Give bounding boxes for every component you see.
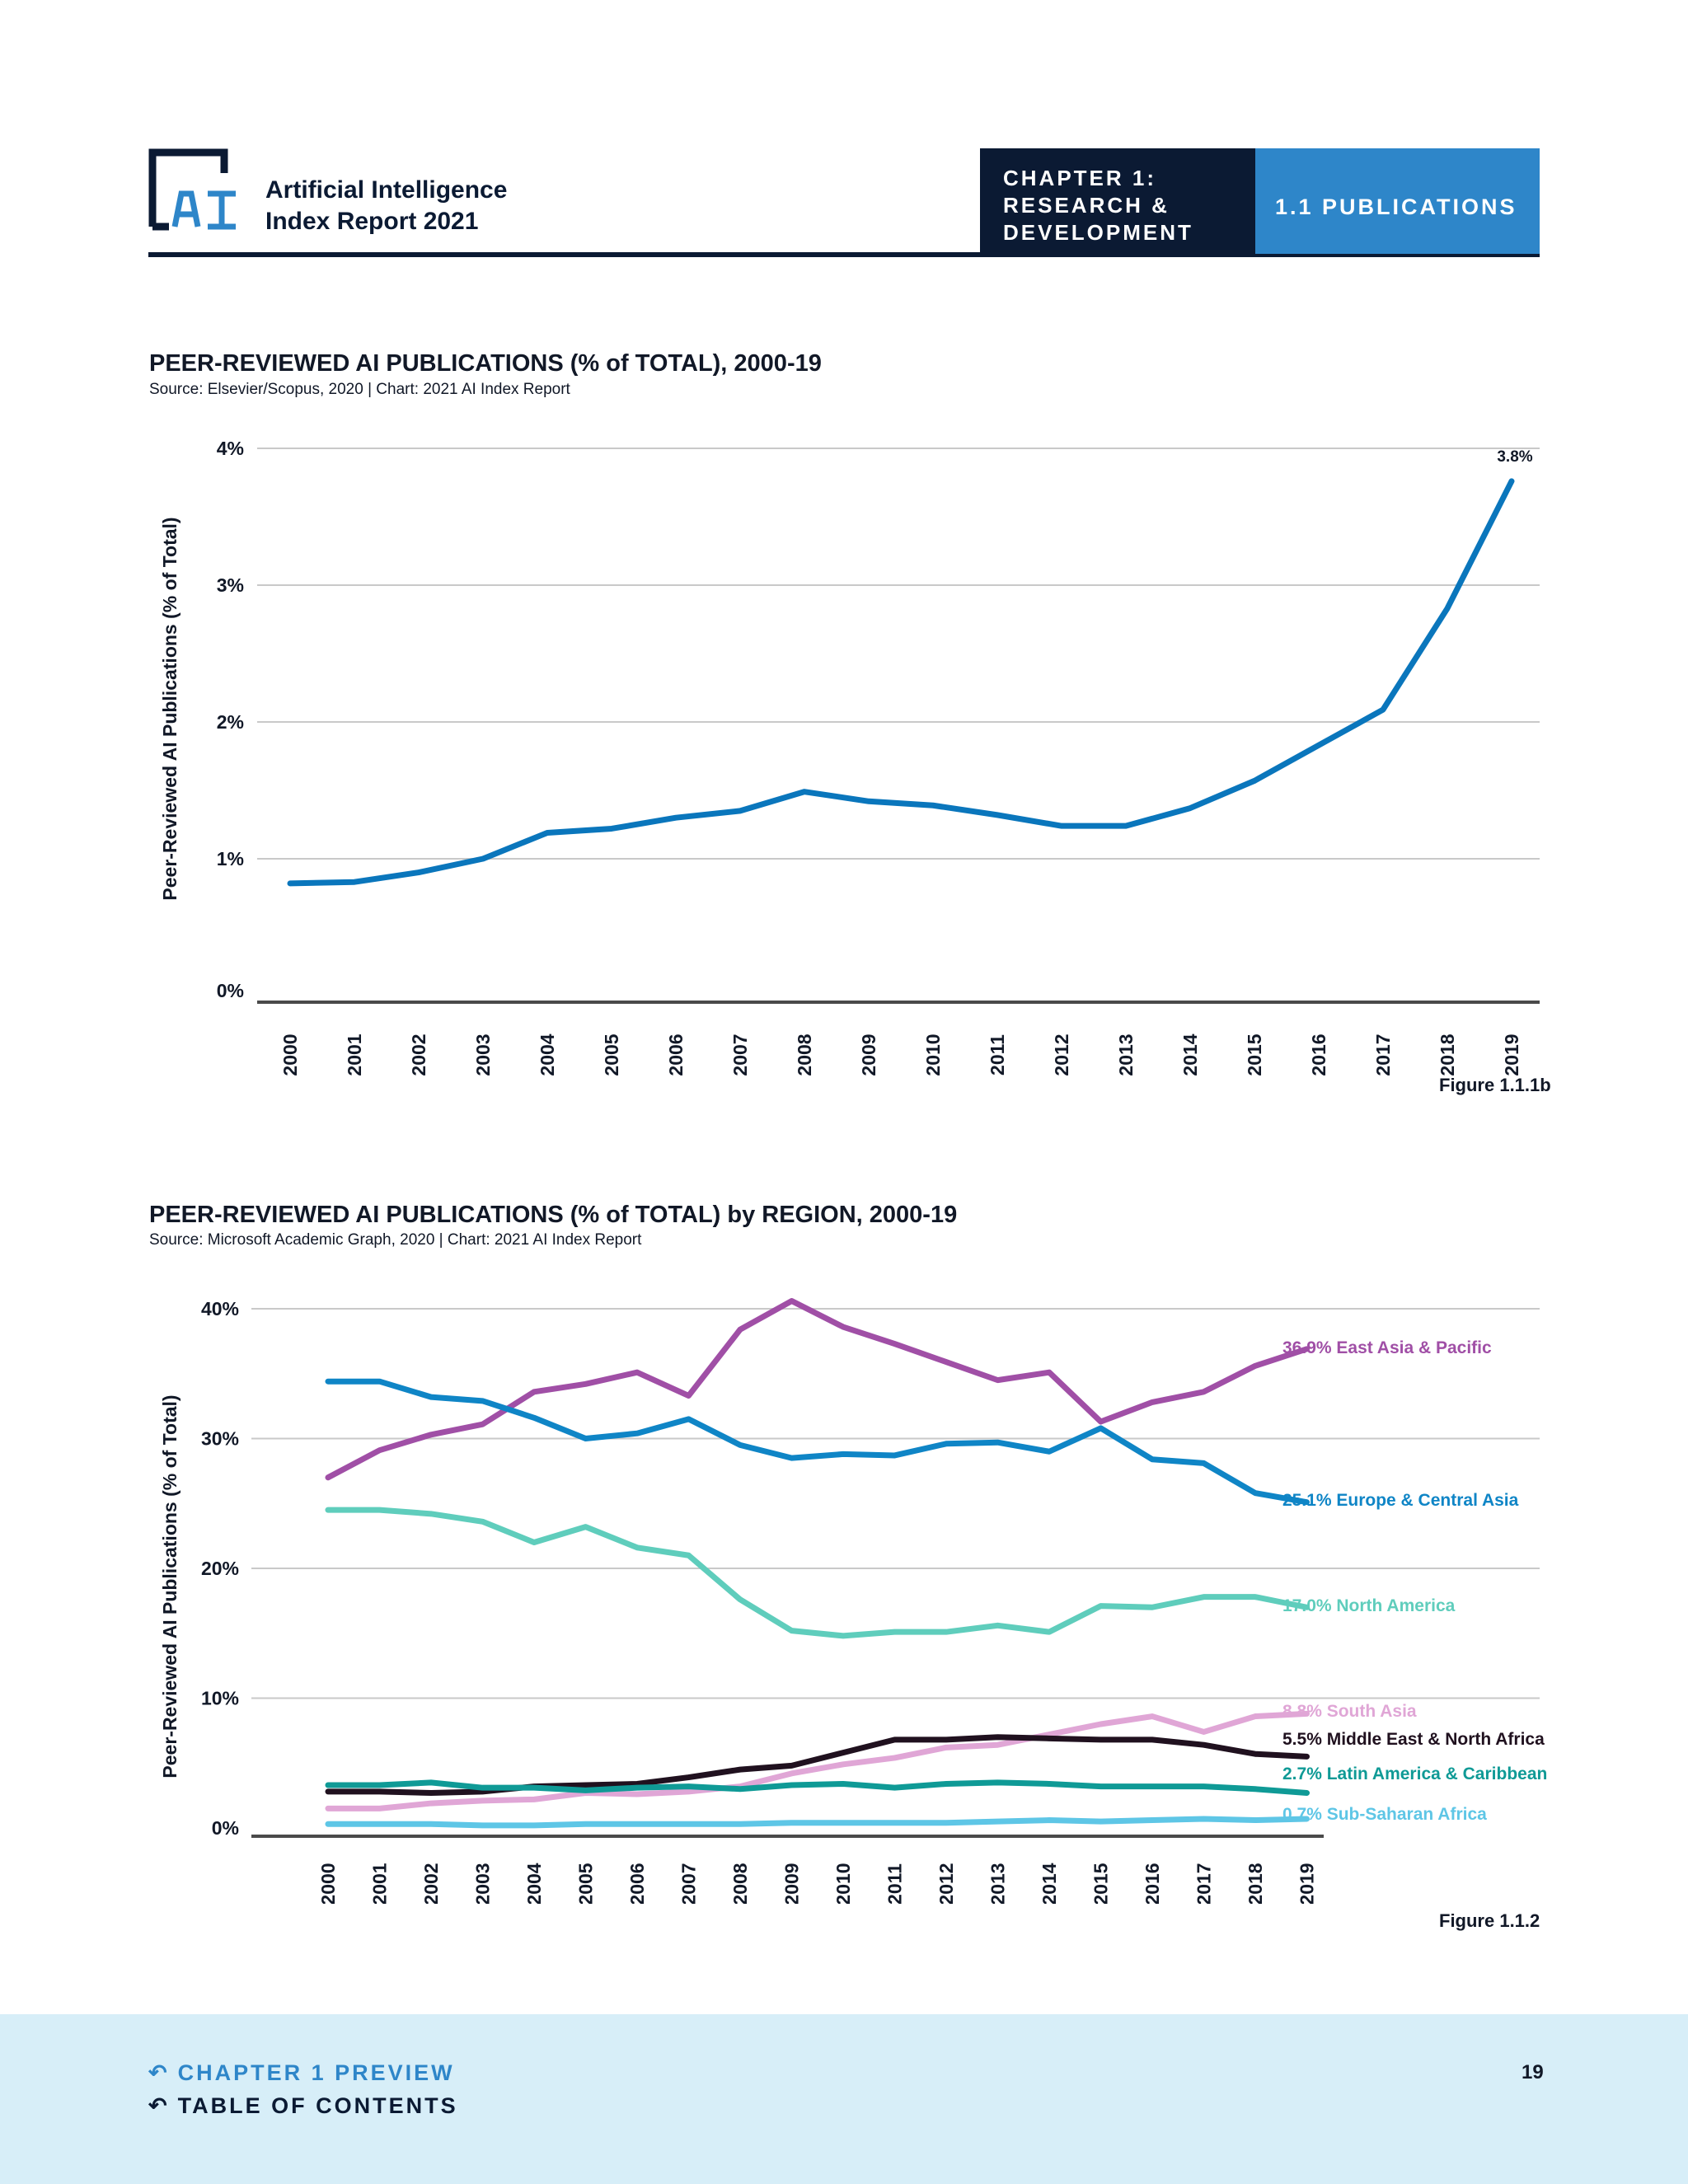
series-line <box>287 478 1515 887</box>
x-tick-label: 2019 <box>1296 1863 1318 1904</box>
y-tick-label: 30% <box>201 1428 239 1450</box>
footer: ↶ CHAPTER 1 PREVIEW ↶ TABLE OF CONTENTS 19 <box>0 2014 1688 2184</box>
chapter-line1: CHAPTER 1: <box>1003 166 1157 190</box>
series-end-label: 17.0% North America <box>1282 1596 1456 1615</box>
x-tick-label: 2017 <box>1193 1863 1215 1904</box>
x-tick-label: 2005 <box>575 1863 597 1904</box>
x-tick-label: 2013 <box>987 1863 1009 1904</box>
series-line <box>325 1816 1310 1829</box>
chart1-source: Source: Elsevier/Scopus, 2020 | Chart: 2… <box>149 381 570 398</box>
series-end-label: 0.7% Sub-Saharan Africa <box>1282 1805 1487 1824</box>
series-line <box>325 1779 1310 1796</box>
x-tick-label: 2010 <box>922 1033 944 1076</box>
x-tick-label: 2007 <box>729 1033 751 1076</box>
x-tick-label: 2003 <box>472 1863 494 1904</box>
series-end-label: 36.9% East Asia & Pacific <box>1282 1338 1492 1357</box>
series-end-label: 25.1% Europe & Central Asia <box>1282 1491 1519 1510</box>
y-axis-label: Peer-Reviewed AI Publications (% of Tota… <box>159 1394 181 1778</box>
y-tick-label: 4% <box>217 438 244 459</box>
x-tick-label: 2008 <box>794 1033 815 1076</box>
chart2-title: PEER-REVIEWED AI PUBLICATIONS (% of TOTA… <box>149 1202 958 1228</box>
header-rule <box>148 252 1540 257</box>
x-tick-label: 2011 <box>884 1863 906 1904</box>
x-tick-label: 2015 <box>1244 1033 1265 1076</box>
x-tick-label: 2000 <box>317 1863 339 1904</box>
x-tick-label: 2014 <box>1039 1863 1060 1904</box>
x-tick-label: 2012 <box>1051 1033 1072 1076</box>
y-tick-label: 40% <box>201 1298 239 1319</box>
chapter-line3: DEVELOPMENT <box>1003 220 1193 245</box>
chart1-title: PEER-REVIEWED AI PUBLICATIONS (% of TOTA… <box>149 350 822 377</box>
return-arrow-icon: ↶ <box>148 2060 170 2085</box>
y-tick-label: 0% <box>217 980 244 1001</box>
table-of-contents-link[interactable]: ↶ TABLE OF CONTENTS <box>148 2093 458 2119</box>
end-value-label: 3.8% <box>1497 448 1532 466</box>
x-tick-label: 2001 <box>369 1863 391 1904</box>
chart2-source: Source: Microsoft Academic Graph, 2020 |… <box>149 1231 642 1249</box>
report-title: Artificial Intelligence Index Report 202… <box>265 175 507 237</box>
x-tick-label: 2011 <box>987 1034 1008 1076</box>
chart2-figure-label: Figure 1.1.2 <box>1439 1910 1540 1931</box>
series-line <box>325 1734 1310 1796</box>
table-of-contents-label: TABLE OF CONTENTS <box>177 2093 458 2118</box>
y-tick-label: 3% <box>217 574 244 596</box>
x-tick-label: 2014 <box>1179 1033 1201 1076</box>
x-tick-label: 2002 <box>408 1033 429 1076</box>
chart1-plot: 0% 1% 2% 3% 4% Peer-Reviewed AI Publications … <box>159 438 1540 1076</box>
x-tick-label: 2000 <box>279 1033 301 1076</box>
page-number: 19 <box>1522 2061 1544 2083</box>
x-tick-label: 2009 <box>781 1863 803 1904</box>
y-tick-label: 1% <box>217 848 244 869</box>
x-tick-label: 2013 <box>1115 1033 1137 1076</box>
report-title-line1: Artificial Intelligence <box>265 176 508 204</box>
x-tick-label: 2018 <box>1245 1863 1266 1904</box>
x-tick-label: 2002 <box>420 1863 442 1904</box>
chapter-preview-link[interactable]: ↶ CHAPTER 1 PREVIEW <box>148 2060 455 2086</box>
y-axis-label: Peer-Reviewed AI Publications (% of Tota… <box>159 517 181 900</box>
report-title-line2: Index Report 2021 <box>265 208 479 235</box>
series-end-label: 2.7% Latin America & Caribbean <box>1282 1765 1547 1783</box>
x-tick-label: 2016 <box>1142 1863 1163 1904</box>
x-tick-label: 2006 <box>665 1033 687 1076</box>
x-tick-label: 2012 <box>935 1863 957 1904</box>
y-tick-label: 2% <box>217 711 244 733</box>
chapter-preview-label: CHAPTER 1 PREVIEW <box>177 2060 455 2085</box>
y-tick-label: 0% <box>212 1817 239 1839</box>
x-tick-label: 2004 <box>523 1863 545 1904</box>
y-tick-label: 20% <box>201 1558 239 1579</box>
x-tick-label: 2018 <box>1437 1033 1458 1076</box>
x-tick-label: 2004 <box>537 1033 558 1076</box>
series-line <box>325 1378 1310 1506</box>
x-tick-label: 2007 <box>678 1863 700 1904</box>
series-end-label: 8.8% South Asia <box>1282 1702 1417 1721</box>
chart1-figure-label: Figure 1.1.1b <box>1439 1075 1551 1095</box>
series-line <box>325 1507 1310 1639</box>
x-tick-label: 2015 <box>1090 1863 1112 1904</box>
x-tick-label: 2016 <box>1308 1033 1329 1076</box>
return-arrow-icon: ↶ <box>148 2093 170 2118</box>
x-tick-label: 2009 <box>858 1033 879 1076</box>
section-label: 1.1 PUBLICATIONS <box>1255 148 1540 254</box>
x-tick-label: 2006 <box>626 1863 648 1904</box>
x-tick-label: 2010 <box>832 1863 854 1904</box>
series-end-label: 5.5% Middle East & North Africa <box>1282 1730 1545 1749</box>
x-tick-label: 2019 <box>1501 1033 1522 1076</box>
ai-index-logo <box>148 148 239 231</box>
chapter-line2: RESEARCH & <box>1003 193 1170 218</box>
x-tick-label: 2017 <box>1372 1033 1394 1076</box>
x-tick-label: 2003 <box>472 1033 494 1076</box>
series-line <box>325 1298 1310 1481</box>
series-line <box>325 1710 1310 1811</box>
section-label-text: 1.1 PUBLICATIONS <box>1275 194 1517 219</box>
x-tick-label: 2005 <box>601 1033 622 1076</box>
y-tick-label: 10% <box>201 1688 239 1709</box>
chapter-label: CHAPTER 1: RESEARCH & DEVELOPMENT <box>980 148 1255 254</box>
chart2-plot: 0% 10% 20% 30% 40% Peer-Reviewed AI Publicati… <box>159 1298 1547 1904</box>
x-tick-label: 2008 <box>729 1863 751 1904</box>
x-tick-label: 2001 <box>344 1033 365 1076</box>
